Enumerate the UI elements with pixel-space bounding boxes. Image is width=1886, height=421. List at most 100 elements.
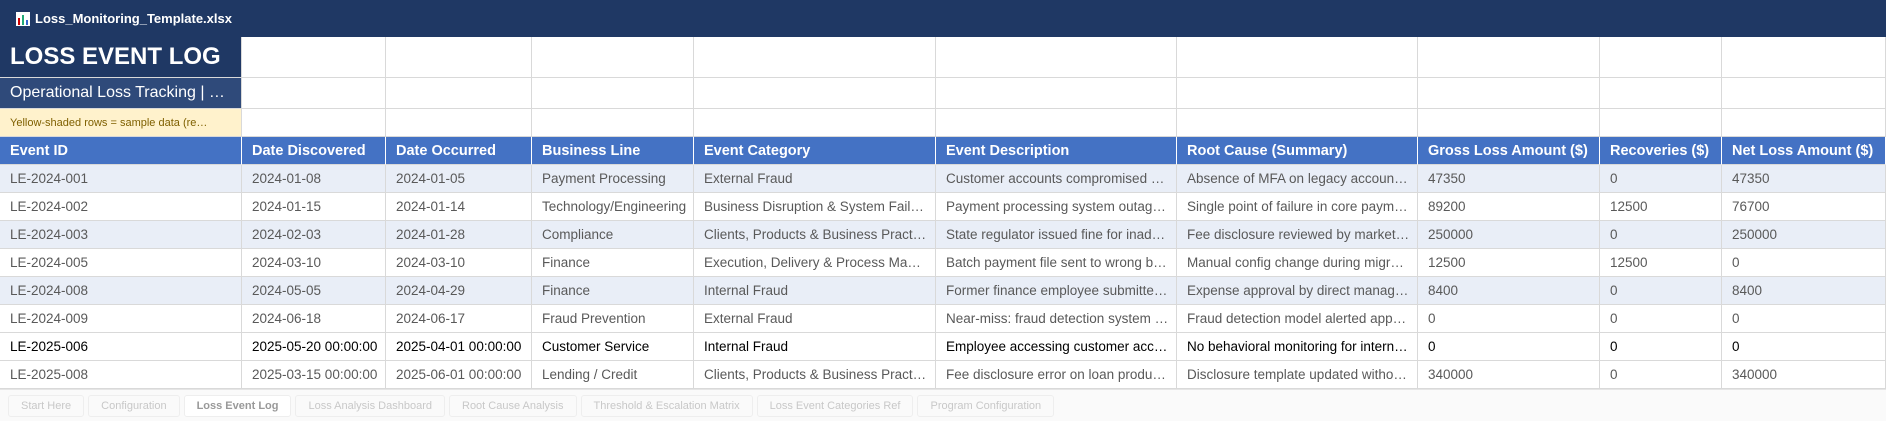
table-cell[interactable]: 12500 — [1600, 193, 1722, 221]
table-cell[interactable]: 0 — [1418, 333, 1600, 361]
table-cell[interactable]: 2024-03-10 — [242, 249, 386, 277]
table-cell[interactable]: LE-2025-008 — [0, 361, 242, 389]
table-cell[interactable]: Former finance employee submitte… — [936, 277, 1177, 305]
table-cell[interactable]: 0 — [1722, 249, 1886, 277]
column-header[interactable]: Recoveries ($) — [1600, 137, 1722, 165]
sheet-note[interactable]: Yellow-shaded rows = sample data (re… — [0, 109, 242, 137]
table-cell[interactable]: Payment Processing — [532, 165, 694, 193]
table-cell[interactable]: No behavioral monitoring for intern… — [1177, 333, 1418, 361]
column-header[interactable]: Date Occurred — [386, 137, 532, 165]
table-cell[interactable]: LE-2024-005 — [0, 249, 242, 277]
table-cell[interactable]: 0 — [1600, 333, 1722, 361]
table-cell[interactable]: 0 — [1722, 333, 1886, 361]
table-cell[interactable]: 2024-06-17 — [386, 305, 532, 333]
table-cell[interactable]: LE-2024-008 — [0, 277, 242, 305]
table-cell[interactable]: 2025-03-15 00:00:00 — [242, 361, 386, 389]
table-cell[interactable]: Expense approval by direct manag… — [1177, 277, 1418, 305]
table-cell[interactable]: 8400 — [1418, 277, 1600, 305]
table-cell[interactable]: Fee disclosure reviewed by market… — [1177, 221, 1418, 249]
table-cell[interactable]: External Fraud — [694, 165, 936, 193]
table-cell[interactable]: 340000 — [1418, 361, 1600, 389]
column-header[interactable]: Root Cause (Summary) — [1177, 137, 1418, 165]
table-cell[interactable]: Manual config change during migr… — [1177, 249, 1418, 277]
table-cell[interactable]: 2024-03-10 — [386, 249, 532, 277]
table-cell[interactable]: 2024-04-29 — [386, 277, 532, 305]
table-cell[interactable]: External Fraud — [694, 305, 936, 333]
table-cell[interactable]: Customer accounts compromised … — [936, 165, 1177, 193]
table-cell[interactable]: Disclosure template updated witho… — [1177, 361, 1418, 389]
table-cell[interactable]: LE-2024-003 — [0, 221, 242, 249]
table-cell[interactable]: LE-2024-001 — [0, 165, 242, 193]
table-cell[interactable]: Payment processing system outag… — [936, 193, 1177, 221]
table-cell[interactable]: 8400 — [1722, 277, 1886, 305]
sheet-title[interactable]: LOSS EVENT LOG — [0, 37, 242, 78]
column-header[interactable]: Net Loss Amount ($) — [1722, 137, 1886, 165]
table-cell[interactable]: LE-2024-002 — [0, 193, 242, 221]
table-cell[interactable]: 12500 — [1600, 249, 1722, 277]
table-cell[interactable]: Single point of failure in core paym… — [1177, 193, 1418, 221]
table-cell[interactable]: 250000 — [1722, 221, 1886, 249]
table-cell[interactable]: 0 — [1600, 305, 1722, 333]
table-cell[interactable]: Internal Fraud — [694, 333, 936, 361]
table-cell[interactable]: Near-miss: fraud detection system … — [936, 305, 1177, 333]
table-cell[interactable]: Internal Fraud — [694, 277, 936, 305]
table-cell[interactable]: 2024-02-03 — [242, 221, 386, 249]
table-cell[interactable]: Batch payment file sent to wrong b… — [936, 249, 1177, 277]
table-cell[interactable]: 2024-01-08 — [242, 165, 386, 193]
table-cell[interactable]: 250000 — [1418, 221, 1600, 249]
column-header[interactable]: Event Category — [694, 137, 936, 165]
table-cell[interactable]: LE-2024-009 — [0, 305, 242, 333]
sheet-tab[interactable]: Root Cause Analysis — [449, 394, 577, 417]
table-cell[interactable]: 0 — [1600, 361, 1722, 389]
table-cell[interactable]: Finance — [532, 277, 694, 305]
column-header[interactable]: Event Description — [936, 137, 1177, 165]
table-cell[interactable]: Customer Service — [532, 333, 694, 361]
table-cell[interactable]: 0 — [1600, 165, 1722, 193]
table-cell[interactable]: Clients, Products & Business Pract… — [694, 361, 936, 389]
table-cell[interactable]: Technology/Engineering — [532, 193, 694, 221]
table-cell[interactable]: State regulator issued fine for inad… — [936, 221, 1177, 249]
table-cell[interactable]: Compliance — [532, 221, 694, 249]
table-cell[interactable]: Fraud detection model alerted app… — [1177, 305, 1418, 333]
table-cell[interactable]: Employee accessing customer acc… — [936, 333, 1177, 361]
table-cell[interactable]: 47350 — [1722, 165, 1886, 193]
table-cell[interactable]: Clients, Products & Business Pract… — [694, 221, 936, 249]
table-cell[interactable]: 2024-06-18 — [242, 305, 386, 333]
sheet-tab[interactable]: Configuration — [88, 394, 180, 417]
table-cell[interactable]: 2025-05-20 00:00:00 — [242, 333, 386, 361]
table-cell[interactable]: 340000 — [1722, 361, 1886, 389]
table-cell[interactable]: Business Disruption & System Fail… — [694, 193, 936, 221]
table-cell[interactable]: 47350 — [1418, 165, 1600, 193]
table-cell[interactable]: 2025-04-01 00:00:00 — [386, 333, 532, 361]
table-cell[interactable]: 0 — [1722, 305, 1886, 333]
table-cell[interactable]: 2025-06-01 00:00:00 — [386, 361, 532, 389]
table-cell[interactable]: 0 — [1600, 221, 1722, 249]
sheet-tab[interactable]: Threshold & Escalation Matrix — [580, 394, 753, 417]
table-cell[interactable]: 12500 — [1418, 249, 1600, 277]
table-cell[interactable]: Lending / Credit — [532, 361, 694, 389]
sheet-tab[interactable]: Loss Analysis Dashboard — [295, 394, 445, 417]
table-cell[interactable]: 2024-01-28 — [386, 221, 532, 249]
column-header[interactable]: Date Discovered — [242, 137, 386, 165]
sheet-tab[interactable]: Program Configuration — [917, 394, 1055, 417]
table-cell[interactable]: 2024-05-05 — [242, 277, 386, 305]
table-cell[interactable]: Fraud Prevention — [532, 305, 694, 333]
sheet-tab[interactable]: Start Here — [8, 394, 85, 417]
sheet-tab[interactable]: Loss Event Log — [183, 394, 292, 417]
table-cell[interactable]: 0 — [1418, 305, 1600, 333]
table-cell[interactable]: 2024-01-05 — [386, 165, 532, 193]
column-header[interactable]: Gross Loss Amount ($) — [1418, 137, 1600, 165]
table-cell[interactable]: Finance — [532, 249, 694, 277]
column-header[interactable]: Business Line — [532, 137, 694, 165]
table-cell[interactable]: Fee disclosure error on loan produ… — [936, 361, 1177, 389]
column-header[interactable]: Event ID — [0, 137, 242, 165]
table-cell[interactable]: 76700 — [1722, 193, 1886, 221]
table-cell[interactable]: LE-2025-006 — [0, 333, 242, 361]
table-cell[interactable]: Execution, Delivery & Process Ma… — [694, 249, 936, 277]
sheet-subtitle[interactable]: Operational Loss Tracking | … — [0, 78, 242, 109]
table-cell[interactable]: 89200 — [1418, 193, 1600, 221]
table-cell[interactable]: 2024-01-14 — [386, 193, 532, 221]
table-cell[interactable]: 2024-01-15 — [242, 193, 386, 221]
table-cell[interactable]: Absence of MFA on legacy accoun… — [1177, 165, 1418, 193]
table-cell[interactable]: 0 — [1600, 277, 1722, 305]
